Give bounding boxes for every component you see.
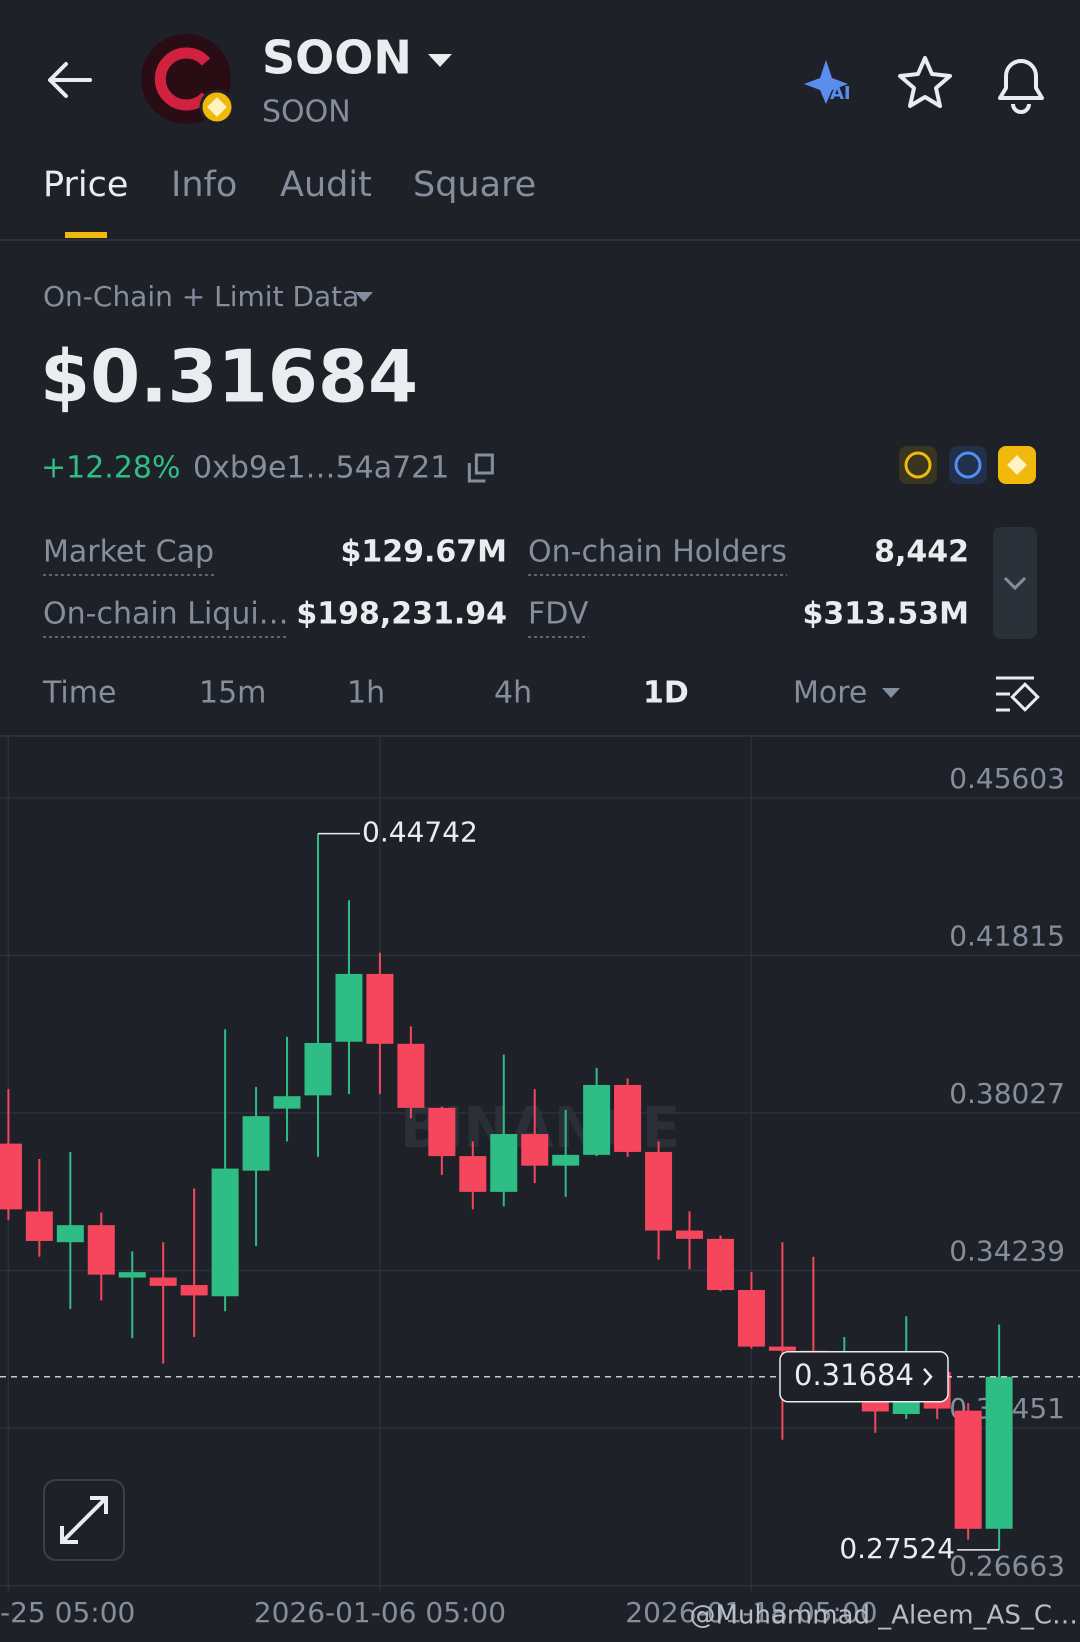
stat-label[interactable]: Market Cap [43,535,214,570]
stat-value: $198,231.94 [296,597,507,632]
y-tick-label: 0.26663 [949,1550,1065,1583]
price-change: +12.28% [41,451,181,486]
candle-body [87,1225,115,1275]
candle-body [583,1084,611,1155]
last-price-box [779,1351,949,1403]
candle-body [768,1346,796,1351]
candle-body [0,1143,22,1210]
stat-value: 8,442 [874,535,969,570]
candle-body [273,1096,301,1109]
low-label: 0.27524 [839,1532,955,1565]
candle-body [521,1134,549,1166]
candle-body [56,1225,84,1243]
candlestick-chart: BINANCE0.266630.304510.342390.380270.418… [0,736,1080,1631]
price: $0.31684 [40,335,418,419]
candle-body [397,1043,425,1108]
interval[interactable]: 4h [494,676,532,711]
last-price-tag[interactable]: 0.31684 [779,1351,949,1403]
source-dropdown[interactable] [355,292,373,302]
candle-body [676,1230,704,1239]
candle-body [706,1238,734,1291]
x-tick-label: -25 05:00 [0,1596,135,1629]
contract-address: 0xb9e1…54a721 [193,451,449,486]
more-dropdown[interactable] [882,688,900,698]
candle-body [180,1285,208,1296]
y-tick-label: 0.38027 [949,1077,1065,1110]
user-watermark: @Muhammad _Aleem_AS_C… [690,1601,1078,1631]
high-label: 0.44742 [362,816,478,849]
candle-body [366,973,394,1044]
candle-body [985,1376,1013,1529]
chain-badges [899,446,1036,484]
interval[interactable]: 15m [199,676,266,711]
tab[interactable]: Audit [280,165,372,205]
data-source[interactable]: On-Chain + Limit Data [43,280,359,313]
candle-body [335,973,363,1042]
fullscreen-button[interactable] [43,1479,125,1561]
candle-body [242,1116,270,1171]
tab[interactable]: Square [413,165,536,205]
candle-body [25,1211,53,1241]
stat-value: $313.53M [803,597,970,632]
candle-body [954,1410,982,1529]
candle-body [428,1107,456,1157]
interval[interactable]: Time [42,676,116,711]
y-tick-label: 0.34239 [949,1235,1065,1268]
stat-label[interactable]: On-chain Holders [528,535,787,570]
copy-button[interactable] [467,453,494,483]
last-price-label: 0.31684 [794,1358,914,1392]
interval[interactable]: More [793,676,867,711]
candle-body [737,1290,765,1347]
candle-body [645,1151,673,1231]
token-title: SOON [262,31,412,85]
tab[interactable]: Price [43,165,128,205]
candle-body [211,1168,239,1297]
candle-body [459,1156,487,1192]
svg-text:AI: AI [830,83,851,104]
token-subtitle: SOON [262,95,351,130]
token-dropdown[interactable] [428,54,452,67]
x-tick-label: 2026-01-06 05:00 [254,1596,506,1629]
y-tick-label: 0.41815 [949,919,1065,952]
alert-button[interactable] [998,59,1044,114]
back-button[interactable] [48,62,92,98]
ai-button[interactable]: AI [804,60,851,104]
interval[interactable]: 1h [347,676,385,711]
stat-label[interactable]: FDV [528,597,589,632]
candle-body [614,1084,642,1152]
x-tick-label: 2026-01-18 05:00 [625,1596,877,1629]
candle-body [118,1272,146,1278]
expand-stats-button[interactable] [993,527,1037,639]
favorite-button[interactable] [898,56,952,108]
chevron [923,1367,933,1386]
candle-body [552,1154,580,1166]
token-logo [141,34,235,125]
stat-value: $129.67M [341,535,508,570]
candle-body [304,1042,332,1096]
interval[interactable]: 1D [643,676,689,711]
chart-settings-button[interactable] [996,676,1040,712]
stat-label[interactable]: On-chain Liqui… [43,597,289,632]
tab-indicator [65,232,107,238]
candle-body [149,1277,177,1286]
tab[interactable]: Info [171,165,237,205]
y-tick-label: 0.45603 [949,762,1065,795]
candle-body [490,1134,518,1192]
